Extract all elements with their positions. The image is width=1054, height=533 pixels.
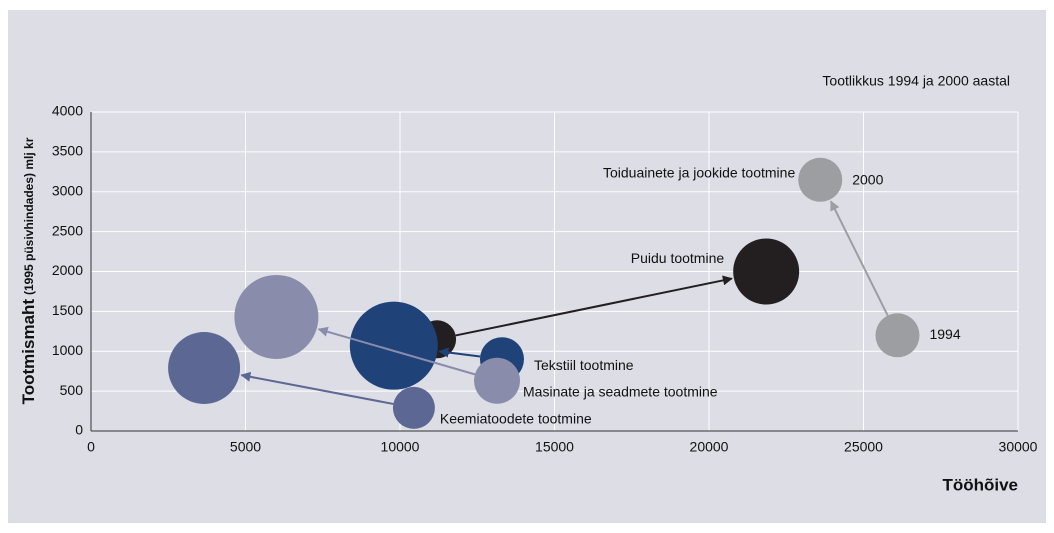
- x-tick-label: 0: [87, 439, 95, 455]
- x-tick-label: 30000: [999, 439, 1038, 455]
- bubble: [733, 238, 800, 305]
- arrow: [438, 347, 481, 358]
- y-label-main: Tootmismaht: [19, 299, 38, 405]
- chart-title: Tootlikkus 1994 ja 2000 aastal: [822, 73, 1010, 89]
- x-tick-label: 5000: [230, 439, 261, 455]
- x-tick-label: 15000: [535, 439, 574, 455]
- y-tick-label: 2500: [52, 222, 83, 238]
- bubble: [349, 301, 438, 390]
- series-label: Keemiatoodete tootmine: [440, 411, 592, 427]
- y-tick-label: 3000: [52, 182, 83, 198]
- series-label: Tekstiil tootmine: [534, 357, 634, 373]
- bubble: [798, 157, 843, 202]
- arrow: [240, 371, 394, 405]
- series-label: Toiduainete ja jookide tootmine: [603, 164, 795, 180]
- series-label: Puidu tootmine: [631, 250, 725, 266]
- bubble: [234, 274, 319, 359]
- arrow: [830, 200, 889, 317]
- y-tick-label: 1000: [52, 342, 83, 358]
- series-label: Masinate ja seadmete tootmine: [523, 383, 718, 399]
- y-label-sub: (1995 püsivhindades) mlj kr: [22, 137, 36, 295]
- y-tick-label: 3500: [52, 143, 83, 159]
- x-tick-label: 25000: [844, 439, 883, 455]
- y-axis-label: Tootmismaht (1995 püsivhindades) mlj kr: [19, 137, 38, 404]
- y-tick-label: 500: [60, 382, 84, 398]
- y-tick-label: 2000: [52, 262, 83, 278]
- arrow: [317, 326, 476, 376]
- y-tick-label: 1500: [52, 302, 83, 318]
- panel: [8, 10, 1046, 523]
- bubble: [474, 357, 521, 404]
- bubble: [392, 386, 435, 429]
- y-tick-label: 0: [75, 422, 83, 438]
- arrow: [455, 275, 733, 337]
- year-label: 1994: [929, 326, 960, 342]
- x-tick-label: 10000: [381, 439, 420, 455]
- y-tick-label: 4000: [52, 103, 83, 119]
- x-tick-label: 20000: [690, 439, 729, 455]
- x-axis-label: Tööhõive: [942, 475, 1018, 494]
- bubble: [875, 313, 920, 358]
- bubble: [168, 331, 241, 404]
- year-label: 2000: [852, 171, 883, 187]
